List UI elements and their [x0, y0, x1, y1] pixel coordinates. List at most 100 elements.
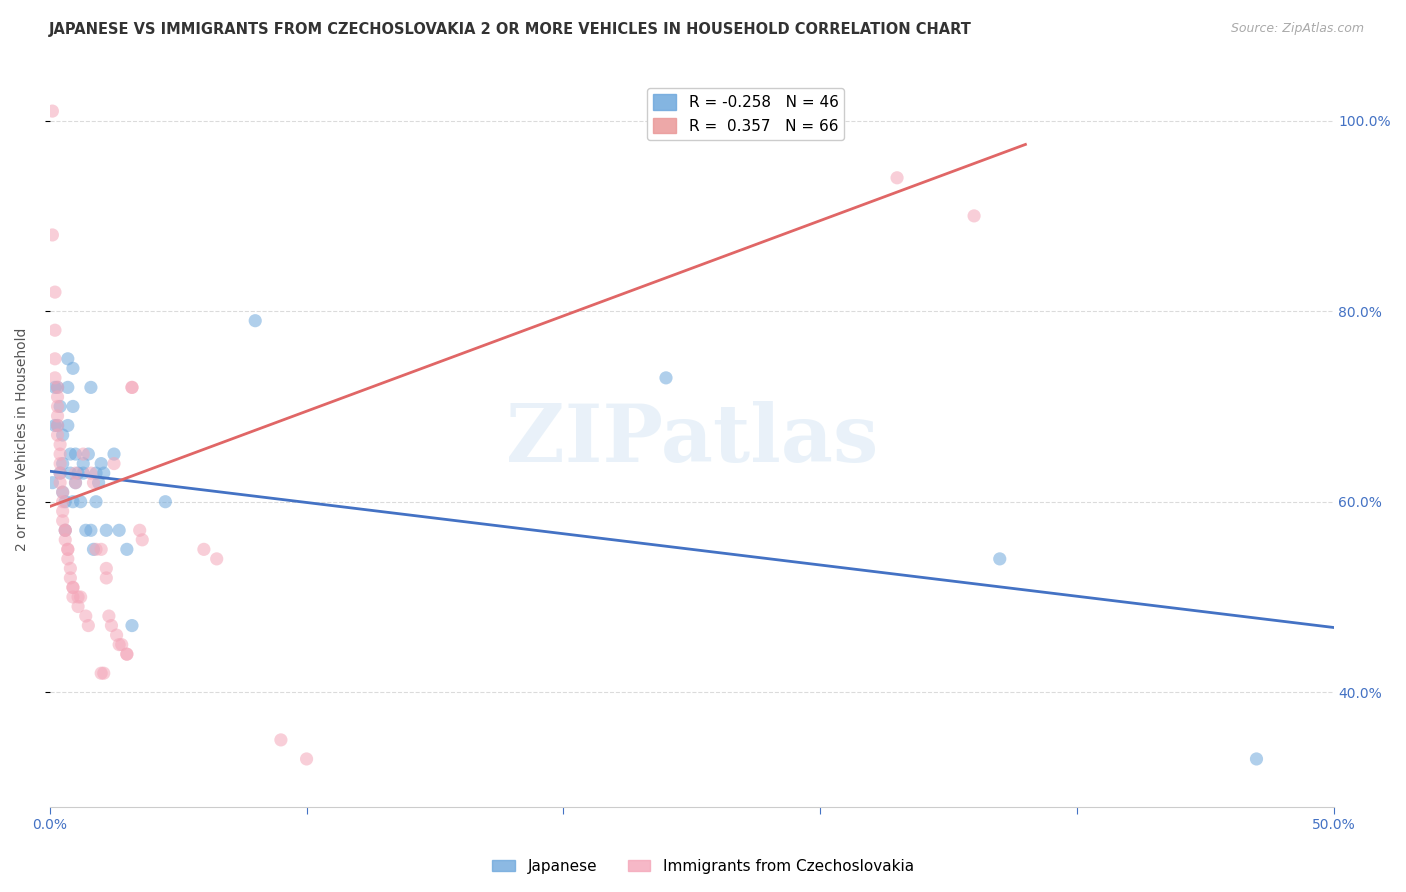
Point [90, 457, 112, 471]
Point [80, 524, 103, 538]
Point [80, 466, 103, 480]
Point [84, 494, 107, 508]
Point [65, 475, 87, 490]
Point [62, 581, 84, 595]
Point [72, 457, 94, 471]
Point [72, 447, 94, 461]
Point [131, 533, 153, 547]
Point [87, 475, 110, 490]
Y-axis label: 2 or more Vehicles in Household: 2 or more Vehicles in Household [15, 328, 30, 551]
Point [44, 285, 66, 299]
Point [67, 599, 90, 614]
Point [103, 457, 125, 471]
Point [53, 494, 76, 508]
Point [59, 447, 82, 461]
Point [295, 752, 318, 766]
Point [49, 466, 72, 480]
Point [93, 666, 115, 681]
Point [72, 466, 94, 480]
Point [46, 418, 69, 433]
Point [90, 666, 112, 681]
Point [270, 732, 292, 747]
Point [62, 494, 84, 508]
Point [67, 590, 90, 604]
Point [52, 494, 75, 508]
Text: JAPANESE VS IMMIGRANTS FROM CZECHOSLOVAKIA 2 OR MORE VEHICLES IN HOUSEHOLD CORRE: JAPANESE VS IMMIGRANTS FROM CZECHOSLOVAK… [49, 22, 972, 37]
Point [65, 466, 87, 480]
Point [75, 609, 97, 624]
Point [205, 552, 228, 566]
Point [41, 104, 63, 119]
Point [80, 380, 103, 394]
Point [49, 400, 72, 414]
Legend: Japanese, Immigrants from Czechoslovakia: Japanese, Immigrants from Czechoslovakia [486, 853, 920, 880]
Point [56, 552, 79, 566]
Point [46, 390, 69, 404]
Point [46, 409, 69, 423]
Point [96, 561, 118, 575]
Point [44, 351, 66, 366]
Point [65, 475, 87, 490]
Point [67, 466, 90, 480]
Point [108, 524, 131, 538]
Point [886, 170, 908, 185]
Point [41, 227, 63, 242]
Point [52, 504, 75, 518]
Point [49, 437, 72, 451]
Point [44, 418, 66, 433]
Text: Source: ZipAtlas.com: Source: ZipAtlas.com [1230, 22, 1364, 36]
Point [44, 323, 66, 337]
Point [46, 418, 69, 433]
Point [655, 371, 678, 385]
Point [82, 542, 104, 557]
Point [128, 524, 150, 538]
Legend: R = -0.258   N = 46, R =  0.357   N = 66: R = -0.258 N = 46, R = 0.357 N = 66 [647, 88, 845, 140]
Point [46, 400, 69, 414]
Point [53, 524, 76, 538]
Point [49, 457, 72, 471]
Point [62, 361, 84, 376]
Point [193, 542, 215, 557]
Point [155, 494, 177, 508]
Point [90, 542, 112, 557]
Point [56, 380, 79, 394]
Point [77, 618, 100, 632]
Point [62, 581, 84, 595]
Point [41, 475, 63, 490]
Point [52, 457, 75, 471]
Point [56, 418, 79, 433]
Point [69, 494, 91, 508]
Point [100, 618, 122, 632]
Point [105, 628, 128, 642]
Point [59, 571, 82, 585]
Point [121, 618, 143, 632]
Point [53, 524, 76, 538]
Point [1246, 752, 1268, 766]
Point [62, 590, 84, 604]
Point [245, 314, 267, 328]
Point [59, 561, 82, 575]
Point [103, 447, 125, 461]
Point [963, 209, 986, 223]
Point [97, 609, 120, 624]
Point [44, 371, 66, 385]
Text: ZIPatlas: ZIPatlas [506, 401, 877, 479]
Point [49, 475, 72, 490]
Point [96, 571, 118, 585]
Point [108, 638, 131, 652]
Point [52, 428, 75, 442]
Point [46, 380, 69, 394]
Point [56, 542, 79, 557]
Point [121, 380, 143, 394]
Point [52, 514, 75, 528]
Point [115, 647, 138, 661]
Point [77, 447, 100, 461]
Point [56, 351, 79, 366]
Point [52, 485, 75, 500]
Point [56, 542, 79, 557]
Point [44, 380, 66, 394]
Point [53, 524, 76, 538]
Point [96, 524, 118, 538]
Point [121, 380, 143, 394]
Point [75, 524, 97, 538]
